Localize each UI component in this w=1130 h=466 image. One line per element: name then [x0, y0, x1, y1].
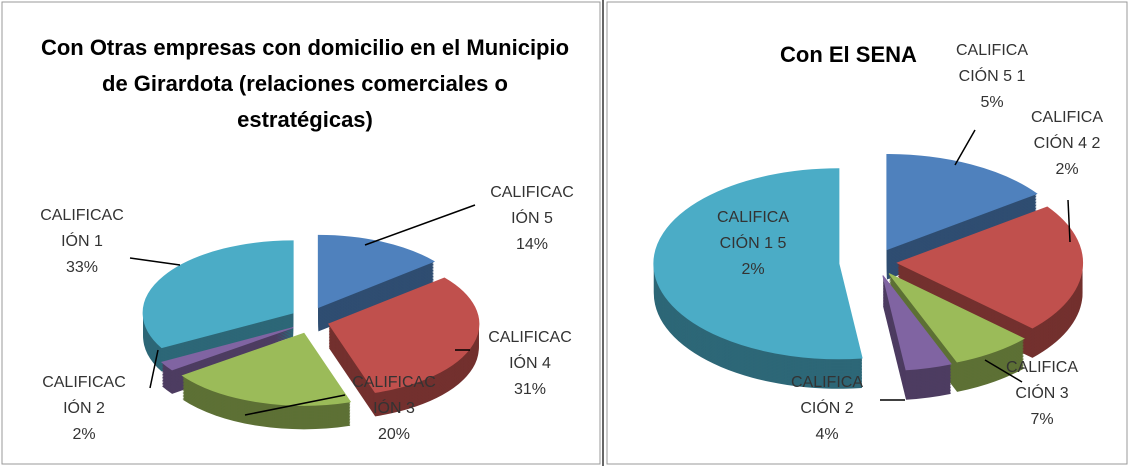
leader-line — [244, 394, 346, 416]
value-label: 22% — [1055, 135, 1101, 178]
category-label: CALIFICACIÓN 1 — [40, 207, 124, 250]
leader-line — [364, 204, 476, 246]
slice — [896, 206, 1083, 329]
leader-line — [1067, 199, 1071, 243]
leader-line — [149, 349, 159, 389]
panel-border — [1, 1, 601, 465]
data-label: CALIFICACIÓN 5 14% — [490, 180, 574, 258]
value-label: 52% — [741, 235, 787, 278]
data-label: CALIFICACIÓN 1 33% — [40, 203, 124, 281]
panel-border — [606, 1, 1128, 465]
data-label: CALIFICACIÓN 2 2% — [42, 370, 126, 448]
category-label: CALIFICACIÓN 2 — [790, 374, 863, 417]
data-label: CALIFICACIÓN 4 22% — [1030, 105, 1104, 183]
chart-title: Con El SENA — [780, 42, 917, 67]
slice — [328, 277, 480, 393]
slice — [317, 234, 436, 309]
category-label: CALIFICACIÓN 4 — [488, 329, 572, 372]
slice — [653, 168, 863, 360]
category-label: CALIFICACIÓN 1 — [716, 209, 789, 252]
data-label: CALIFICACIÓN 5 15% — [955, 38, 1029, 116]
category-label: CALIFICACIÓN 5 — [955, 42, 1028, 85]
leader-line — [954, 129, 976, 166]
value-label: 15% — [980, 68, 1026, 111]
slice — [160, 327, 294, 371]
value-label: 4% — [815, 426, 839, 443]
leader-line — [129, 257, 181, 266]
value-label: 14% — [515, 236, 549, 253]
slice — [886, 154, 1038, 251]
data-label: CALIFICACIÓN 3 20% — [352, 370, 436, 448]
leader-line — [984, 359, 1023, 383]
data-label: CALIFICACIÓN 1 52% — [716, 205, 790, 283]
data-label: CALIFICACIÓN 2 4% — [790, 370, 864, 448]
data-label: CALIFICACIÓN 4 31% — [488, 325, 572, 403]
category-label: CALIFICACIÓN 2 — [42, 374, 126, 417]
value-label: 7% — [1030, 411, 1054, 428]
slice — [181, 332, 352, 406]
slice — [142, 240, 294, 349]
chart-title: Con Otras empresas con domicilio en el M… — [40, 35, 570, 132]
category-label: CALIFICACIÓN 3 — [352, 374, 436, 417]
data-label: CALIFICACIÓN 3 7% — [1005, 355, 1079, 433]
category-label: CALIFICACIÓN 4 — [1030, 109, 1103, 152]
slice — [882, 275, 952, 371]
value-label: 20% — [377, 426, 411, 443]
value-label: 33% — [65, 259, 99, 276]
value-label: 31% — [513, 381, 547, 398]
value-label: 2% — [72, 426, 96, 443]
category-label: CALIFICACIÓN 5 — [490, 184, 574, 227]
category-label: CALIFICACIÓN 3 — [1005, 359, 1078, 402]
slice — [888, 273, 1025, 363]
